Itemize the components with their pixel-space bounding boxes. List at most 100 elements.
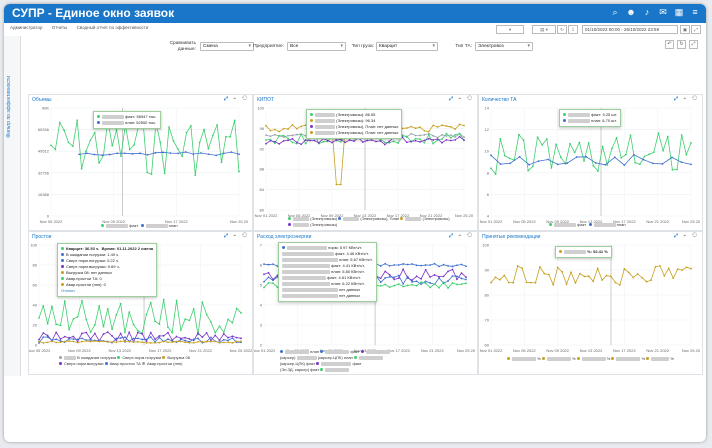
y-tick-label: 20 (33, 323, 38, 328)
reset-icon[interactable]: ⟲ (691, 96, 699, 102)
reset-icon[interactable]: ⟲ (241, 233, 249, 239)
legend-item[interactable]: (Электровозы) (422, 216, 450, 221)
legend-item[interactable]: % (641, 356, 646, 361)
search-icon[interactable]: ⌕ (612, 7, 618, 17)
tooltip-line[interactable]: Отклон. (61, 288, 76, 293)
series-point (676, 168, 678, 171)
legend-item[interactable]: (Эл.ЗД. карьер) факт (280, 367, 320, 372)
legend-item[interactable]: % (606, 356, 611, 361)
series-point (420, 281, 423, 284)
series-point (442, 281, 445, 284)
series-point (98, 340, 101, 343)
legend-item[interactable]: план (310, 349, 320, 354)
refresh-icon[interactable]: ↻ (677, 40, 686, 49)
legend-item[interactable]: план (616, 222, 626, 227)
compare-select[interactable]: Смена (200, 42, 254, 51)
legend-item[interactable]: (карьер) (280, 355, 296, 360)
legend-item[interactable]: Авар.простои (ппп) (146, 361, 183, 366)
series-point (106, 341, 109, 343)
pan-icon[interactable]: ⌖ (233, 233, 239, 239)
series-point (442, 275, 445, 278)
series-point (339, 183, 342, 186)
legend-item[interactable]: факт (577, 222, 587, 227)
series-point (158, 341, 161, 344)
undo-icon[interactable]: ↶ (665, 40, 674, 49)
legend-item[interactable]: план (168, 223, 178, 228)
legend-item[interactable]: (Электровозы) (310, 222, 338, 227)
reset-icon[interactable]: ⟲ (241, 96, 249, 102)
series-point (449, 136, 452, 139)
series-point (512, 281, 515, 284)
series-point (291, 124, 294, 126)
bell-icon[interactable]: ♪ (644, 7, 650, 17)
series-point (587, 142, 590, 144)
legend-item[interactable]: В ожидании погрузки (77, 355, 117, 360)
series-point (456, 275, 458, 278)
series-point (427, 133, 430, 136)
expand-icon[interactable]: ⤢ (689, 40, 698, 49)
mail-icon[interactable]: ✉ (659, 7, 667, 17)
series-point (623, 267, 626, 270)
series-point (197, 337, 199, 340)
legend-item[interactable]: (Электровозы) (310, 216, 338, 221)
apps-grid-icon[interactable]: ▦ (674, 7, 684, 17)
reset-icon[interactable]: ⟲ (691, 233, 699, 239)
series-point (265, 134, 267, 137)
series-point (402, 268, 405, 271)
expand-icon[interactable]: ⤢ (691, 25, 701, 34)
legend-item[interactable]: % (537, 356, 541, 361)
legend-item[interactable]: факт (350, 349, 360, 354)
expand-icon[interactable]: ⤢ (224, 233, 231, 239)
filter-bar: Сравнивать данные: Смена Предприятие: Вс… (4, 40, 706, 64)
series-point (636, 273, 639, 275)
export-icon[interactable]: ⇩ (568, 25, 578, 34)
pan-icon[interactable]: ⌖ (233, 96, 239, 102)
x-tick-label: Nov 13 2022 (354, 348, 377, 353)
legend-item[interactable]: (карьер-ЦПК) план (317, 355, 353, 360)
legend-item[interactable]: (Электровозы), План (360, 216, 400, 221)
series-point (648, 153, 651, 156)
expand-icon[interactable]: ⤢ (449, 233, 456, 239)
expand-icon[interactable]: ⤢ (674, 96, 681, 102)
reset-icon[interactable]: ⟲ (466, 233, 474, 239)
series-point (132, 341, 135, 343)
legend-item[interactable]: % (670, 356, 674, 361)
filter-side-tab[interactable]: Фильтр по эффективности (4, 36, 21, 376)
pan-icon[interactable]: ⌖ (458, 96, 464, 102)
expand-icon[interactable]: ⤢ (449, 96, 456, 102)
series-point (238, 153, 240, 156)
user-add-icon[interactable]: ☻ (626, 7, 636, 17)
toolbar-dropdown[interactable]: ▾ (496, 25, 524, 34)
series-point (146, 153, 149, 156)
legend-item[interactable]: % (571, 356, 576, 361)
reset-icon[interactable]: ⟲ (466, 96, 474, 102)
cargo-type-select[interactable]: Кварцит (376, 42, 438, 51)
refresh-icon[interactable]: ↻ (557, 25, 567, 34)
series-point (662, 149, 664, 152)
legend-item[interactable]: Сверх.норм.выгрузки (64, 361, 104, 366)
legend-item[interactable]: факт (129, 223, 139, 228)
pan-icon[interactable]: ⌖ (683, 96, 689, 102)
page-size-select[interactable]: ▤ ▾ (532, 25, 556, 34)
calendar-icon[interactable]: ▣ (680, 25, 690, 34)
series-point (238, 170, 240, 173)
pan-icon[interactable]: ⌖ (683, 233, 689, 239)
breadcrumb-item[interactable]: Отчеты (51, 25, 68, 30)
date-range-input[interactable]: 01/10/2022 00:00 - 26/10/2022 23:59 (582, 25, 678, 34)
series-point (300, 143, 303, 146)
vehicle-type-select[interactable]: Электровоз (475, 42, 533, 51)
series-point (370, 139, 373, 141)
expand-icon[interactable]: ⤢ (224, 96, 231, 102)
expand-icon[interactable]: ⤢ (674, 233, 681, 239)
series-point (667, 267, 670, 270)
legend-item[interactable]: Сверх.норм.погрузки (122, 355, 162, 360)
enterprise-select[interactable]: Все (287, 42, 346, 51)
legend-item[interactable]: Выгрузка 08 (167, 355, 190, 360)
menu-icon[interactable]: ≡ (692, 7, 698, 17)
legend-item[interactable]: Авар.простои ТА (109, 361, 141, 366)
legend-item[interactable]: (карьер-ЦПК) факт (280, 361, 316, 366)
legend-item[interactable]: факт (352, 361, 362, 366)
pan-icon[interactable]: ⌖ (458, 233, 464, 239)
breadcrumb-item[interactable]: Администратор (10, 25, 43, 30)
series-point (240, 340, 242, 343)
